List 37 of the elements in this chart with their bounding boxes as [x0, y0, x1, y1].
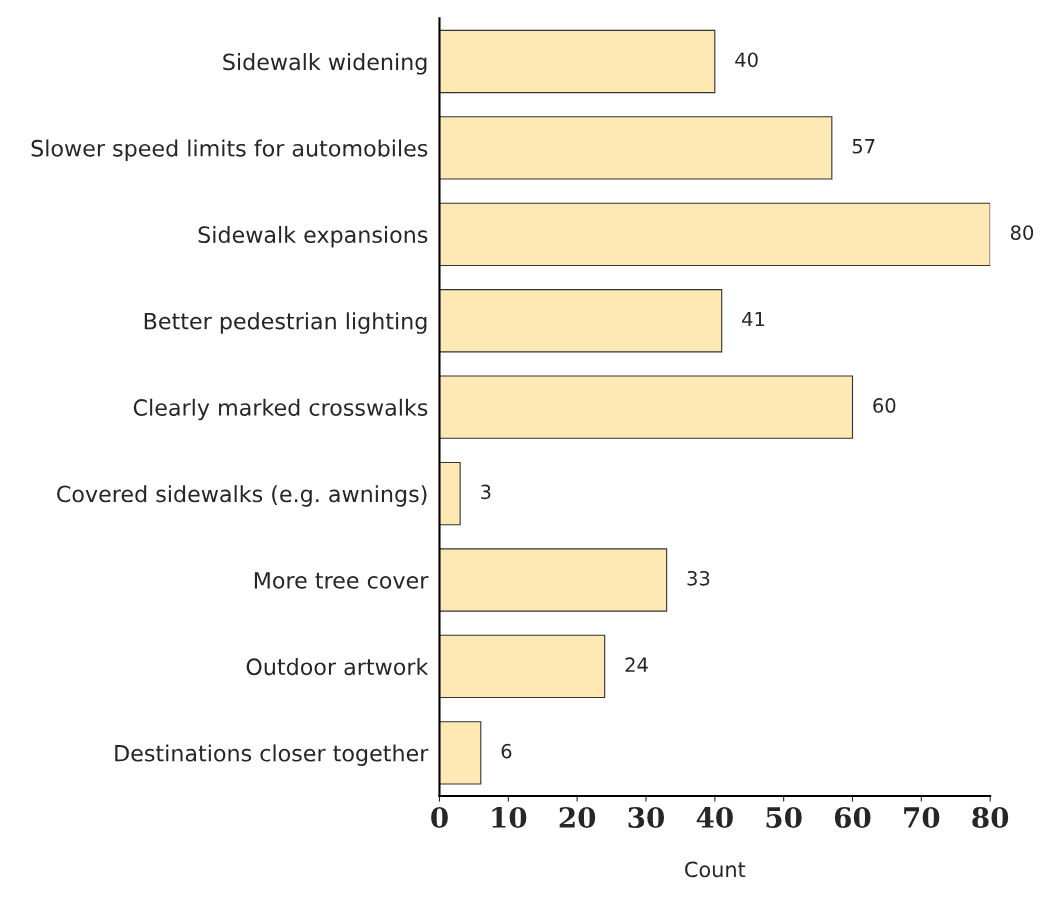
y-tick-label: Slower speed limits for automobiles	[31, 139, 428, 161]
bar	[439, 375, 854, 439]
data-label: 6	[501, 743, 512, 759]
bar	[439, 461, 461, 526]
x-tick-label: 60	[834, 806, 871, 828]
x-tick-label: 70	[904, 806, 940, 828]
x-tick-label: 80	[972, 806, 1009, 828]
data-label: 33	[687, 570, 710, 586]
x-tick-label: 40	[696, 806, 733, 828]
bar	[439, 634, 606, 699]
data-label: 57	[852, 139, 875, 154]
x-tick-label: 0	[431, 806, 448, 828]
y-tick-label: Sidewalk expansions	[198, 225, 428, 248]
y-tick-label: Covered sidewalks (e.g. awnings)	[57, 485, 427, 507]
x-tick-label: 30	[628, 806, 665, 828]
y-tick-label: Clearly marked crosswalks	[133, 398, 428, 421]
data-label: 80	[1010, 225, 1034, 240]
y-tick-label: More tree cover	[254, 572, 429, 589]
x-tick-label: 50	[766, 806, 802, 828]
data-label: 3	[481, 484, 491, 500]
data-label: 60	[873, 398, 896, 413]
bar	[439, 289, 723, 353]
x-tick-label: 10	[492, 806, 527, 828]
bar	[439, 202, 991, 267]
y-tick-label: Better pedestrian lighting	[144, 312, 427, 334]
bar	[439, 29, 716, 94]
y-tick-label: Sidewalk widening	[223, 53, 427, 75]
data-label: 40	[735, 52, 758, 68]
x-axis-title: Count	[685, 861, 746, 878]
x-tick-label: 20	[559, 806, 596, 828]
y-tick-label: Outdoor artwork	[246, 657, 429, 676]
bar	[439, 548, 668, 612]
bar	[439, 116, 833, 180]
y-tick-label: Destinations closer together	[115, 744, 429, 766]
bar	[439, 721, 482, 785]
data-label: 41	[742, 311, 765, 327]
data-label: 24	[625, 657, 648, 672]
